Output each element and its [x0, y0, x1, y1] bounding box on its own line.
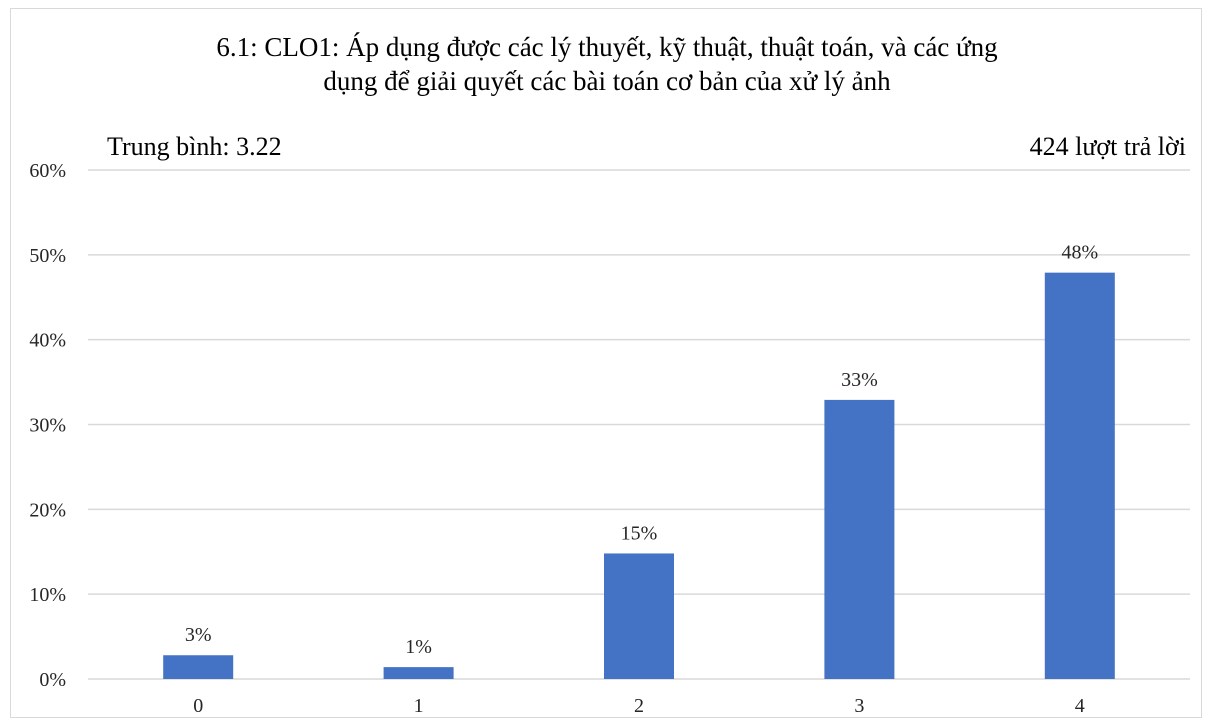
chart-title: 6.1: CLO1: Áp dụng được các lý thuyết, k… — [0, 30, 1214, 98]
data-label: 33% — [841, 369, 878, 391]
bar-0 — [163, 655, 234, 679]
y-tick-label: 30% — [29, 415, 66, 437]
y-tick-label: 20% — [29, 499, 66, 521]
average-label: Trung bình: 3.22 — [107, 132, 282, 161]
data-label: 3% — [185, 624, 212, 646]
y-tick-label: 50% — [29, 245, 66, 267]
chart-title-line-2: dụng để giải quyết các bài toán cơ bản c… — [323, 66, 891, 96]
responses-label: 424 lượt trả lời — [1029, 132, 1186, 161]
bar-3 — [824, 399, 895, 679]
y-tick-label: 60% — [29, 160, 66, 182]
x-tick-label: 0 — [193, 695, 203, 717]
x-tick-label: 4 — [1075, 695, 1085, 717]
data-label: 48% — [1061, 242, 1098, 264]
x-tick-label: 1 — [414, 695, 424, 717]
y-tick-label: 10% — [29, 584, 66, 606]
chart-title-line-1: 6.1: CLO1: Áp dụng được các lý thuyết, k… — [216, 32, 998, 62]
bar-1 — [383, 667, 454, 679]
data-label: 1% — [405, 636, 432, 658]
x-tick-label: 2 — [634, 695, 644, 717]
y-tick-label: 40% — [29, 330, 66, 352]
bar-4 — [1044, 272, 1115, 679]
data-label: 15% — [621, 522, 658, 544]
bar-2 — [604, 553, 674, 679]
y-tick-label: 0% — [39, 669, 66, 691]
x-tick-label: 3 — [854, 695, 864, 717]
